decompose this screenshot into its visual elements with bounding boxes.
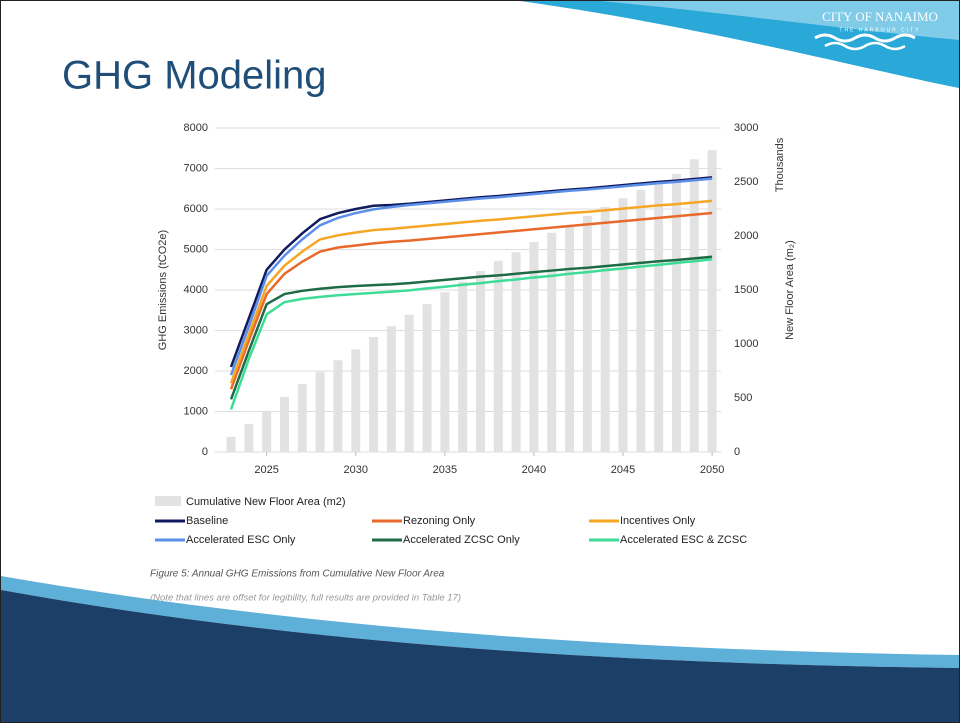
bar [333, 360, 343, 452]
legend-label: Accelerated ZCSC Only [403, 534, 520, 546]
bar [618, 198, 628, 452]
x-tick-label: 2035 [433, 464, 457, 476]
y2-axis-label: New Floor Area (m₂) [784, 240, 796, 340]
logo-wave [814, 33, 916, 43]
y2-tick-label: 2000 [734, 230, 758, 242]
legend-label: Accelerated ESC Only [186, 534, 296, 546]
bar [707, 150, 717, 452]
logo-tagline: THE HARBOUR CITY [839, 27, 920, 33]
legend-label: Incentives Only [620, 515, 696, 527]
y2-tick-label: 500 [734, 392, 752, 404]
bar [244, 423, 254, 452]
y-tick-label: 6000 [184, 203, 208, 215]
y2-tick-label: 2500 [734, 176, 758, 188]
legend-label: Rezoning Only [403, 515, 476, 527]
line [229, 255, 713, 400]
bar [636, 190, 646, 452]
bar [511, 252, 521, 452]
line [229, 257, 713, 410]
y2-tick-label: 1500 [734, 284, 758, 296]
y2-tick-label: 3000 [734, 122, 758, 134]
x-tick-label: 2050 [700, 464, 724, 476]
bar [262, 410, 272, 452]
bar [386, 326, 396, 452]
legend-label: Accelerated ESC & ZCSC [620, 534, 747, 546]
bar [654, 182, 664, 452]
line [229, 177, 713, 376]
y2-tick-label: 0 [734, 446, 740, 458]
y-tick-label: 1000 [184, 405, 208, 417]
bar [475, 271, 485, 452]
y-tick-label: 3000 [184, 324, 208, 336]
bar [600, 206, 610, 452]
bar [458, 281, 468, 452]
legend-swatch [155, 496, 181, 506]
caption: Figure 5: Annual GHG Emissions from Cumu… [150, 569, 445, 580]
bar [440, 292, 450, 452]
y-tick-label: 8000 [184, 122, 208, 134]
bar [369, 336, 379, 452]
x-tick-label: 2025 [254, 464, 278, 476]
bar [582, 216, 592, 452]
bar [297, 383, 307, 452]
legend-label: Baseline [186, 515, 228, 527]
top-wave-light [600, 1, 959, 40]
bar [689, 159, 699, 452]
bar [547, 232, 557, 452]
x-tick-label: 2045 [611, 464, 635, 476]
y-tick-label: 7000 [184, 162, 208, 174]
y2-unit: Thousands [774, 137, 786, 192]
y-tick-label: 2000 [184, 365, 208, 377]
bar [565, 225, 575, 452]
x-tick-label: 2030 [344, 464, 368, 476]
bar [422, 304, 432, 452]
y-axis-label: GHG Emissions (tCO2e) [157, 230, 169, 350]
bar [404, 314, 414, 452]
y-tick-label: 5000 [184, 243, 208, 255]
bar [671, 173, 681, 452]
bar [279, 396, 289, 452]
y-tick-label: 0 [202, 446, 208, 458]
logo: CITY OF NANAIMO [822, 9, 938, 24]
slide-title: GHG Modeling [62, 54, 327, 98]
bar [529, 241, 539, 452]
bar [493, 260, 503, 452]
x-tick-label: 2040 [522, 464, 546, 476]
bottom-wave [1, 590, 959, 722]
bar [226, 436, 236, 452]
bar [315, 372, 325, 452]
line [229, 199, 713, 384]
y-tick-label: 4000 [184, 284, 208, 296]
legend-label: Cumulative New Floor Area (m2) [186, 496, 346, 508]
bar [351, 349, 361, 452]
line [229, 211, 713, 390]
logo-wave [824, 41, 906, 51]
y2-tick-label: 1000 [734, 338, 758, 350]
note: (Note that lines are offset for legibili… [150, 593, 461, 604]
bottom-wave-light [1, 576, 959, 668]
